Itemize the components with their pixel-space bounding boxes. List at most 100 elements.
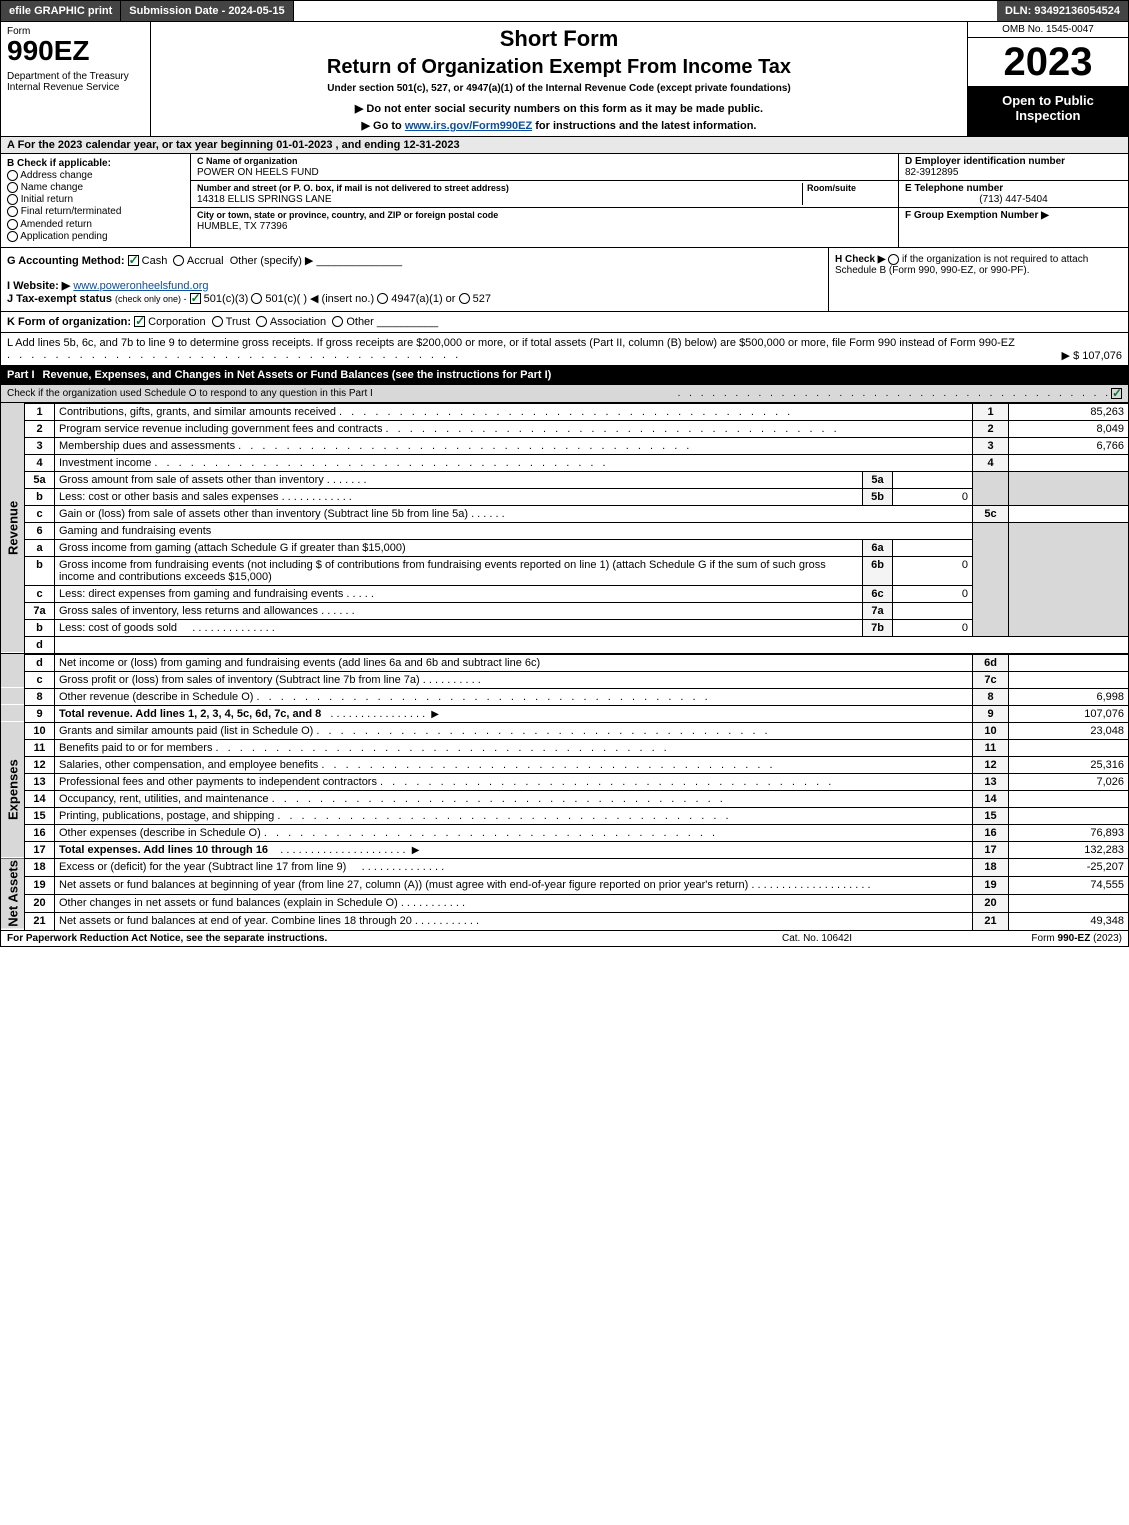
inner-box: 7b [863,619,893,636]
submission-date: Submission Date - 2024-05-15 [121,1,293,21]
527-checkbox[interactable] [459,293,470,304]
inner-val [893,471,973,488]
inner-box: 5b [863,488,893,505]
line-desc: Other revenue (describe in Schedule O) [55,688,973,705]
line-num: 17 [25,841,55,858]
cash-label: Cash [142,255,168,267]
line-num: 8 [25,688,55,705]
line-num: c [25,585,55,602]
omb-number: OMB No. 1545-0047 [968,22,1128,38]
trust-checkbox[interactable] [212,316,223,327]
501c3-checkbox[interactable] [190,293,201,304]
line-num: c [25,671,55,688]
check-final-return[interactable]: Final return/terminated [7,206,184,217]
line-desc: Gross income from gaming (attach Schedul… [55,539,863,556]
footer-left: For Paperwork Reduction Act Notice, see … [7,933,692,944]
line-num: d [25,654,55,671]
part-1-sub-text: Check if the organization used Schedule … [7,388,678,399]
other-org-checkbox[interactable] [332,316,343,327]
check-application-pending[interactable]: Application pending [7,231,184,242]
street-value: 14318 ELLIS SPRINGS LANE [197,194,332,205]
line-box: 8 [973,688,1009,705]
other-label: Other (specify) ▶ [230,255,314,267]
check-label: Final return/terminated [21,207,122,218]
line-desc: Benefits paid to or for members [55,739,973,756]
tax-year: 2023 [968,38,1128,87]
check-name-change[interactable]: Name change [7,182,184,193]
section-def: D Employer identification number 82-3912… [898,154,1128,247]
shaded-val [1009,522,1129,636]
check-address-change[interactable]: Address change [7,170,184,181]
street-row: Number and street (or P. O. box, if mail… [191,181,898,208]
row-gh: G Accounting Method: Cash Accrual Other … [0,248,1129,312]
check-initial-return[interactable]: Initial return [7,194,184,205]
efile-label[interactable]: efile GRAPHIC print [1,1,121,21]
check-label: Application pending [20,231,107,242]
line-num: 20 [25,894,55,912]
section-c: C Name of organization POWER ON HEELS FU… [191,154,898,247]
line-desc: Professional fees and other payments to … [55,773,973,790]
line-desc: Gross income from fundraising events (no… [55,556,863,585]
check-amended-return[interactable]: Amended return [7,219,184,230]
return-of-title: Return of Organization Exempt From Incom… [157,56,961,79]
row-l: L Add lines 5b, 6c, and 7b to line 9 to … [0,333,1129,366]
line-val: 107,076 [1009,705,1129,722]
line-num: 9 [25,705,55,722]
part-1-label: Part I [7,369,43,381]
501c-checkbox[interactable] [251,293,262,304]
line-desc: Gross profit or (loss) from sales of inv… [55,671,973,688]
line-val: 49,348 [1009,912,1129,930]
line-num: 1 [25,403,55,420]
goto-pre: ▶ Go to [362,120,405,132]
inner-box: 6a [863,539,893,556]
section-b-label: B Check if applicable: [7,158,184,169]
part-1-table: Revenue 1 Contributions, gifts, grants, … [0,403,1129,654]
accrual-checkbox[interactable] [173,255,184,266]
spacer [294,1,997,21]
room-label: Room/suite [807,183,856,193]
line-desc: Program service revenue including govern… [55,420,973,437]
line-desc: Net assets or fund balances at beginning… [55,876,973,894]
cash-checkbox[interactable] [128,255,139,266]
expenses-side-label: Expenses [1,722,25,858]
association-checkbox[interactable] [256,316,267,327]
line-val [1009,505,1129,522]
top-bar: efile GRAPHIC print Submission Date - 20… [0,0,1129,22]
line-desc: Occupancy, rent, utilities, and maintena… [55,790,973,807]
line-desc: Less: cost of goods sold . . . . . . . .… [55,619,863,636]
inner-box: 6c [863,585,893,602]
inner-box: 6b [863,556,893,585]
line-desc: Contributions, gifts, grants, and simila… [55,403,973,420]
h-checkbox[interactable] [888,254,899,265]
inner-val [893,539,973,556]
website-link[interactable]: www.poweronheelsfund.org [73,280,208,292]
footer-center: Cat. No. 10642I [692,933,942,944]
line-num: 5a [25,471,55,488]
inner-val: 0 [893,488,973,505]
line-desc: Membership dues and assessments [55,437,973,454]
ein-value: 82-3912895 [905,167,958,178]
city-value: HUMBLE, TX 77396 [197,221,287,232]
corporation-checkbox[interactable] [134,316,145,327]
line-num: 10 [25,722,55,739]
do-not-enter-text: ▶ Do not enter social security numbers o… [157,102,961,115]
line-val [1009,807,1129,824]
goto-link[interactable]: www.irs.gov/Form990EZ [405,120,532,132]
part-1-header: Part I Revenue, Expenses, and Changes in… [0,366,1129,385]
row-l-text: L Add lines 5b, 6c, and 7b to line 9 to … [7,337,1015,349]
line-num: c [25,505,55,522]
4947-checkbox[interactable] [377,293,388,304]
line-desc: Grants and similar amounts paid (list in… [55,722,973,739]
line-box: 2 [973,420,1009,437]
line-box: 16 [973,824,1009,841]
shaded-box [973,471,1009,505]
line-box: 18 [973,858,1009,876]
inner-val: 0 [893,619,973,636]
line-num: a [25,539,55,556]
ein-label: D Employer identification number [905,156,1065,167]
schedule-o-checkbox[interactable] [1111,388,1122,399]
line-val: -25,207 [1009,858,1129,876]
527-label: 527 [473,293,491,305]
short-form-title: Short Form [157,26,961,52]
row-h: H Check ▶ if the organization is not req… [828,248,1128,311]
